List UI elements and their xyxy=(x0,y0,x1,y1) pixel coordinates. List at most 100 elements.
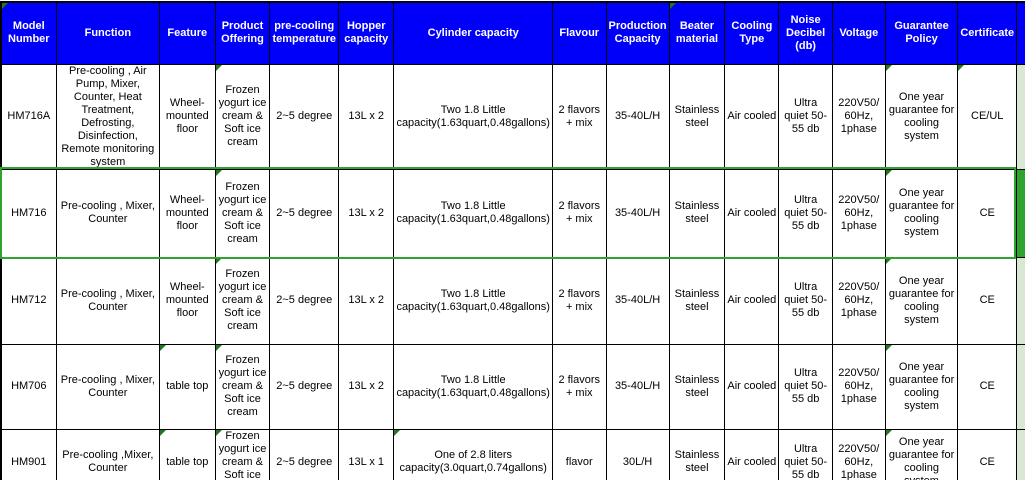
cell-HM716A-guarantee[interactable]: One year guarantee for cooling system xyxy=(884,63,959,170)
cell-HM712-model[interactable]: HM712 xyxy=(0,256,57,345)
column-header-cooling[interactable]: Cooling Type xyxy=(724,1,780,65)
column-header-product_offering[interactable]: Product Offering xyxy=(214,1,271,65)
cell-HM706-model[interactable]: HM706 xyxy=(0,343,57,430)
cell-sliver[interactable] xyxy=(1016,168,1025,258)
cell-HM716A-precool[interactable]: 2~5 degree xyxy=(269,63,340,170)
cell-text: 2~5 degree xyxy=(276,294,333,306)
cell-HM901-beater[interactable]: Stainless steel xyxy=(668,428,726,480)
cell-HM901-precool[interactable]: 2~5 degree xyxy=(269,428,340,480)
column-header-voltage[interactable]: Voltage xyxy=(831,1,886,65)
cell-HM712-feature[interactable]: Wheel-mounted floor xyxy=(159,256,216,345)
column-header-model[interactable]: Model Number xyxy=(0,1,57,65)
column-header-flavour[interactable]: Flavour xyxy=(551,1,607,65)
cell-HM712-function[interactable]: Pre-cooling , Mixer, Counter xyxy=(55,256,161,345)
cell-HM706-noise[interactable]: Ultra quiet 50-55 db xyxy=(778,343,833,430)
cell-HM901-production[interactable]: 30L/H xyxy=(605,428,670,480)
cell-HM706-precool[interactable]: 2~5 degree xyxy=(269,343,340,430)
cell-HM901-certificate[interactable]: CE xyxy=(957,428,1018,480)
cell-HM716A-cooling[interactable]: Air cooled xyxy=(724,63,780,170)
cell-HM901-cylinder[interactable]: One of 2.8 liters capacity(3.0quart,0.74… xyxy=(393,428,553,480)
cell-HM716A-flavour[interactable]: 2 flavors + mix xyxy=(551,63,607,170)
column-header-function[interactable]: Function xyxy=(55,1,161,65)
cell-HM716-flavour[interactable]: 2 flavors + mix xyxy=(551,168,607,258)
column-header-feature[interactable]: Feature xyxy=(159,1,216,65)
column-header-production[interactable]: Production Capacity xyxy=(605,1,670,65)
cell-HM716-voltage[interactable]: 220V50/ 60Hz, 1phase xyxy=(831,168,886,258)
cell-HM901-feature[interactable]: table top xyxy=(159,428,216,480)
cell-HM712-product_offering[interactable]: Frozen yogurt ice cream & Soft ice cream xyxy=(214,256,271,345)
cell-HM716-cooling[interactable]: Air cooled xyxy=(724,168,780,258)
cell-HM712-noise[interactable]: Ultra quiet 50-55 db xyxy=(778,256,833,345)
cell-HM712-certificate[interactable]: CE xyxy=(957,256,1018,345)
cell-HM901-function[interactable]: Pre-cooling ,Mixer, Counter xyxy=(55,428,161,480)
cell-HM716A-voltage[interactable]: 220V50/ 60Hz, 1phase xyxy=(831,63,886,170)
cell-sliver[interactable] xyxy=(1016,428,1025,480)
cell-sliver[interactable] xyxy=(1016,63,1025,170)
cell-HM716A-function[interactable]: Pre-cooling , Air Pump, Mixer, Counter, … xyxy=(55,63,161,170)
cell-HM716A-certificate[interactable]: CE/UL xyxy=(957,63,1018,170)
cell-HM712-precool[interactable]: 2~5 degree xyxy=(269,256,340,345)
cell-HM706-cylinder[interactable]: Two 1.8 Little capacity(1.63quart,0.48ga… xyxy=(393,343,553,430)
cell-HM712-voltage[interactable]: 220V50/ 60Hz, 1phase xyxy=(831,256,886,345)
cell-HM716-model[interactable]: HM716 xyxy=(0,168,57,258)
cell-HM901-flavour[interactable]: flavor xyxy=(551,428,607,480)
cell-HM716A-noise[interactable]: Ultra quiet 50-55 db xyxy=(778,63,833,170)
cell-HM716A-beater[interactable]: Stainless steel xyxy=(668,63,726,170)
column-header-beater[interactable]: Beater material xyxy=(668,1,726,65)
cell-HM716-certificate[interactable]: CE xyxy=(957,168,1018,258)
cell-HM716-beater[interactable]: Stainless steel xyxy=(668,168,726,258)
cell-HM716A-cylinder[interactable]: Two 1.8 Little capacity(1.63quart,0.48ga… xyxy=(393,63,553,170)
cell-HM901-voltage[interactable]: 220V50/ 60Hz, 1phase xyxy=(831,428,886,480)
cell-HM716-precool[interactable]: 2~5 degree xyxy=(269,168,340,258)
cell-HM716-noise[interactable]: Ultra quiet 50-55 db xyxy=(778,168,833,258)
cell-HM901-cooling[interactable]: Air cooled xyxy=(724,428,780,480)
cell-HM716-production[interactable]: 35-40L/H xyxy=(605,168,670,258)
cell-HM716A-hopper[interactable]: 13L x 2 xyxy=(338,63,395,170)
cell-HM706-certificate[interactable]: CE xyxy=(957,343,1018,430)
cell-sliver[interactable] xyxy=(1016,343,1025,430)
cell-text: Wheel-mounted floor xyxy=(165,193,209,232)
cell-HM706-voltage[interactable]: 220V50/ 60Hz, 1phase xyxy=(831,343,886,430)
cell-HM706-guarantee[interactable]: One year guarantee for cooling system xyxy=(884,343,959,430)
column-header-hopper[interactable]: Hopper capacity xyxy=(338,1,395,65)
cell-HM706-feature[interactable]: table top xyxy=(159,343,216,430)
cell-HM716-product_offering[interactable]: Frozen yogurt ice cream & Soft ice cream xyxy=(214,168,271,258)
cell-HM716-feature[interactable]: Wheel-mounted floor xyxy=(159,168,216,258)
cell-HM712-cylinder[interactable]: Two 1.8 Little capacity(1.63quart,0.48ga… xyxy=(393,256,553,345)
cell-HM712-production[interactable]: 35-40L/H xyxy=(605,256,670,345)
column-header-certificate[interactable]: Certificate xyxy=(957,1,1018,65)
column-header-label: Production Capacity xyxy=(608,20,667,46)
cell-HM712-guarantee[interactable]: One year guarantee for cooling system xyxy=(884,256,959,345)
cell-text: table top xyxy=(166,380,209,392)
cell-HM716A-product_offering[interactable]: Frozen yogurt ice cream & Soft ice cream xyxy=(214,63,271,170)
cell-HM716-hopper[interactable]: 13L x 2 xyxy=(338,168,395,258)
cell-sliver[interactable] xyxy=(1016,256,1025,345)
cell-HM716A-model[interactable]: HM716A xyxy=(0,63,57,170)
column-header-cylinder[interactable]: Cylinder capacity xyxy=(393,1,553,65)
cell-HM712-cooling[interactable]: Air cooled xyxy=(724,256,780,345)
column-header-precool[interactable]: pre-cooling temperature xyxy=(269,1,340,65)
cell-HM716-cylinder[interactable]: Two 1.8 Little capacity(1.63quart,0.48ga… xyxy=(393,168,553,258)
column-header-noise[interactable]: Noise Decibel (db) xyxy=(778,1,833,65)
cell-HM901-model[interactable]: HM901 xyxy=(0,428,57,480)
cell-HM901-guarantee[interactable]: One year guarantee for cooling system xyxy=(884,428,959,480)
cell-HM706-hopper[interactable]: 13L x 2 xyxy=(338,343,395,430)
cell-HM706-beater[interactable]: Stainless steel xyxy=(668,343,726,430)
cell-HM716-guarantee[interactable]: One year guarantee for cooling system xyxy=(884,168,959,258)
cell-HM716-function[interactable]: Pre-cooling , Mixer, Counter xyxy=(55,168,161,258)
cell-HM706-function[interactable]: Pre-cooling , Mixer, Counter xyxy=(55,343,161,430)
cell-HM706-cooling[interactable]: Air cooled xyxy=(724,343,780,430)
header-sliver-cell[interactable] xyxy=(1016,1,1025,65)
cell-HM712-hopper[interactable]: 13L x 2 xyxy=(338,256,395,345)
cell-HM706-flavour[interactable]: 2 flavors + mix xyxy=(551,343,607,430)
cell-HM712-flavour[interactable]: 2 flavors + mix xyxy=(551,256,607,345)
cell-HM712-beater[interactable]: Stainless steel xyxy=(668,256,726,345)
cell-HM901-product_offering[interactable]: Frozen yogurt ice cream & Soft ice cream xyxy=(214,428,271,480)
cell-HM706-production[interactable]: 35-40L/H xyxy=(605,343,670,430)
cell-HM901-noise[interactable]: Ultra quiet 50-55 db xyxy=(778,428,833,480)
cell-HM716A-feature[interactable]: Wheel-mounted floor xyxy=(159,63,216,170)
cell-HM706-product_offering[interactable]: Frozen yogurt ice cream & Soft ice cream xyxy=(214,343,271,430)
cell-HM901-hopper[interactable]: 13L x 1 xyxy=(338,428,395,480)
column-header-guarantee[interactable]: Guarantee Policy xyxy=(884,1,959,65)
cell-HM716A-production[interactable]: 35-40L/H xyxy=(605,63,670,170)
